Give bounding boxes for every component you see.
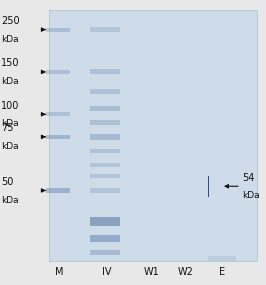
Bar xyxy=(208,176,209,197)
Bar xyxy=(208,176,209,197)
Bar xyxy=(90,250,120,255)
Text: kDa: kDa xyxy=(1,142,19,151)
Bar xyxy=(208,176,209,197)
Bar xyxy=(90,188,120,193)
Text: kDa: kDa xyxy=(1,196,19,205)
Bar xyxy=(208,176,209,197)
Bar xyxy=(208,176,209,197)
Text: M: M xyxy=(55,266,64,276)
Bar xyxy=(90,217,120,226)
Bar xyxy=(90,149,120,153)
Text: kDa: kDa xyxy=(242,191,260,200)
Bar xyxy=(90,121,120,125)
Bar xyxy=(208,176,209,197)
Text: 250: 250 xyxy=(1,16,20,26)
Bar xyxy=(208,176,209,197)
Bar xyxy=(208,176,209,197)
Bar xyxy=(208,176,209,197)
Text: 54: 54 xyxy=(242,173,255,183)
Bar xyxy=(208,176,209,197)
Text: W1: W1 xyxy=(143,266,159,276)
Bar xyxy=(208,256,236,261)
Bar xyxy=(208,176,209,197)
Bar xyxy=(90,163,120,167)
Bar xyxy=(208,176,209,197)
Bar xyxy=(90,235,120,242)
Text: 50: 50 xyxy=(1,177,14,187)
Bar xyxy=(46,135,70,139)
Bar xyxy=(208,176,209,197)
Bar xyxy=(90,70,120,74)
Bar xyxy=(208,176,209,197)
Bar xyxy=(208,176,209,197)
Bar xyxy=(90,134,120,140)
Bar xyxy=(208,176,209,197)
Bar xyxy=(90,174,120,178)
Text: 150: 150 xyxy=(1,58,20,68)
Bar xyxy=(208,176,209,197)
Text: 75: 75 xyxy=(1,123,14,133)
Bar xyxy=(46,28,70,32)
Bar xyxy=(208,176,209,197)
Text: E: E xyxy=(219,266,226,276)
Bar xyxy=(208,176,209,197)
Bar xyxy=(208,176,209,197)
Bar xyxy=(90,106,120,111)
Text: kDa: kDa xyxy=(1,35,19,44)
Bar xyxy=(46,70,70,74)
Bar xyxy=(208,176,209,197)
Bar xyxy=(90,89,120,94)
Bar xyxy=(208,176,209,197)
Bar xyxy=(46,112,70,116)
Bar xyxy=(208,176,209,197)
Bar xyxy=(208,176,209,197)
Text: kDa: kDa xyxy=(1,119,19,128)
Bar xyxy=(208,176,209,197)
Bar xyxy=(46,188,70,193)
Bar xyxy=(208,176,209,197)
Text: 100: 100 xyxy=(1,101,20,111)
Bar xyxy=(208,176,209,197)
Text: W2: W2 xyxy=(178,266,193,276)
Text: IV: IV xyxy=(102,266,111,276)
Bar xyxy=(90,27,120,32)
Bar xyxy=(208,176,209,197)
Bar xyxy=(208,176,209,197)
Bar xyxy=(49,10,257,261)
Bar xyxy=(208,176,209,197)
Text: kDa: kDa xyxy=(1,77,19,86)
